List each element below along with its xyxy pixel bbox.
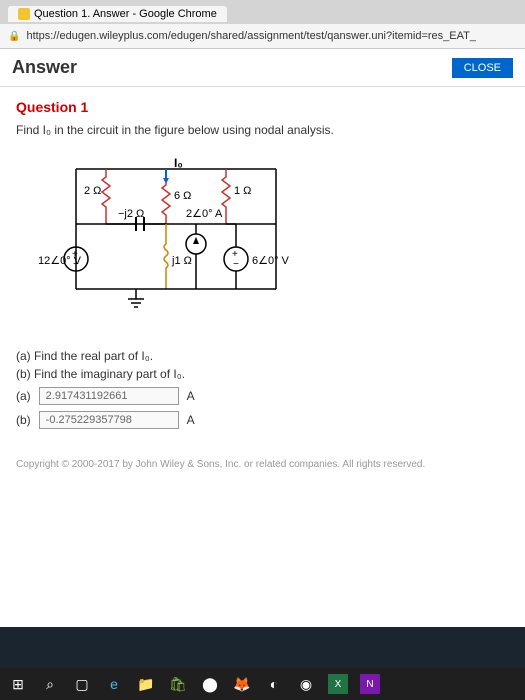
copyright-text: Copyright © 2000-2017 by John Wiley & So…: [16, 459, 509, 470]
excel-icon[interactable]: X: [328, 674, 348, 694]
browser-tab[interactable]: Question 1. Answer - Google Chrome: [8, 6, 227, 22]
firefox-icon[interactable]: 🦊: [232, 674, 252, 694]
url-bar: 🔒 https://edugen.wileyplus.com/edugen/sh…: [0, 24, 525, 48]
store-icon[interactable]: 🛍: [168, 674, 188, 694]
label-r3: 1 Ω: [234, 185, 251, 197]
svg-text:−: −: [233, 259, 239, 270]
answer-input-a[interactable]: [39, 387, 179, 405]
edge-icon[interactable]: e: [104, 674, 124, 694]
url-text: https://edugen.wileyplus.com/edugen/shar…: [26, 30, 476, 42]
label-l1: j1 Ω: [171, 255, 192, 267]
part-b-prefix: (b): [16, 413, 31, 427]
app-icon-1[interactable]: ⬤: [200, 674, 220, 694]
onenote-icon[interactable]: N: [360, 674, 380, 694]
label-c1: −j2 Ω: [118, 208, 144, 220]
folder-icon[interactable]: 📁: [136, 674, 156, 694]
part-a-label: (a) Find the real part of I₀.: [16, 349, 509, 363]
answer-row-a: (a) A: [16, 387, 509, 405]
question-number: Question 1: [16, 99, 509, 115]
app-icon-2[interactable]: ◐: [264, 674, 284, 694]
page-header: Answer CLOSE: [0, 49, 525, 87]
taskbar: ⊞ ⌕ ▢ e 📁 🛍 ⬤ 🦊 ◐ ◉ X N: [0, 668, 525, 700]
part-b-label: (b) Find the imaginary part of I₀.: [16, 367, 509, 381]
content-area: Question 1 Find I₀ in the circuit in the…: [0, 87, 525, 627]
tab-favicon-icon: [18, 8, 30, 20]
browser-chrome: Question 1. Answer - Google Chrome 🔒 htt…: [0, 0, 525, 49]
tab-title: Question 1. Answer - Google Chrome: [34, 8, 217, 20]
label-io: I₀: [174, 156, 183, 170]
answer-row-b: (b) A: [16, 411, 509, 429]
lock-icon: 🔒: [8, 31, 20, 42]
tab-bar: Question 1. Answer - Google Chrome: [0, 0, 525, 24]
search-icon[interactable]: ⌕: [40, 674, 60, 694]
question-parts: (a) Find the real part of I₀. (b) Find t…: [16, 349, 509, 429]
label-r1: 2 Ω: [84, 185, 101, 197]
label-current-source: 2∠0° A: [186, 208, 223, 220]
task-view-icon[interactable]: ▢: [72, 674, 92, 694]
label-v-left: 12∠0° V: [38, 255, 82, 267]
label-v-right: 6∠0° V: [252, 255, 290, 267]
part-a-prefix: (a): [16, 389, 31, 403]
circuit-diagram: 2 Ω I₀ 6 Ω 1 Ω −j2 Ω: [36, 149, 316, 329]
answer-input-b[interactable]: [39, 411, 179, 429]
unit-b: A: [187, 413, 195, 427]
unit-a: A: [187, 389, 195, 403]
chrome-icon[interactable]: ◉: [296, 674, 316, 694]
windows-start-icon[interactable]: ⊞: [8, 674, 28, 694]
question-prompt: Find I₀ in the circuit in the figure bel…: [16, 123, 509, 137]
page-title: Answer: [12, 57, 77, 78]
close-button[interactable]: CLOSE: [452, 58, 513, 78]
label-r2: 6 Ω: [174, 190, 191, 202]
